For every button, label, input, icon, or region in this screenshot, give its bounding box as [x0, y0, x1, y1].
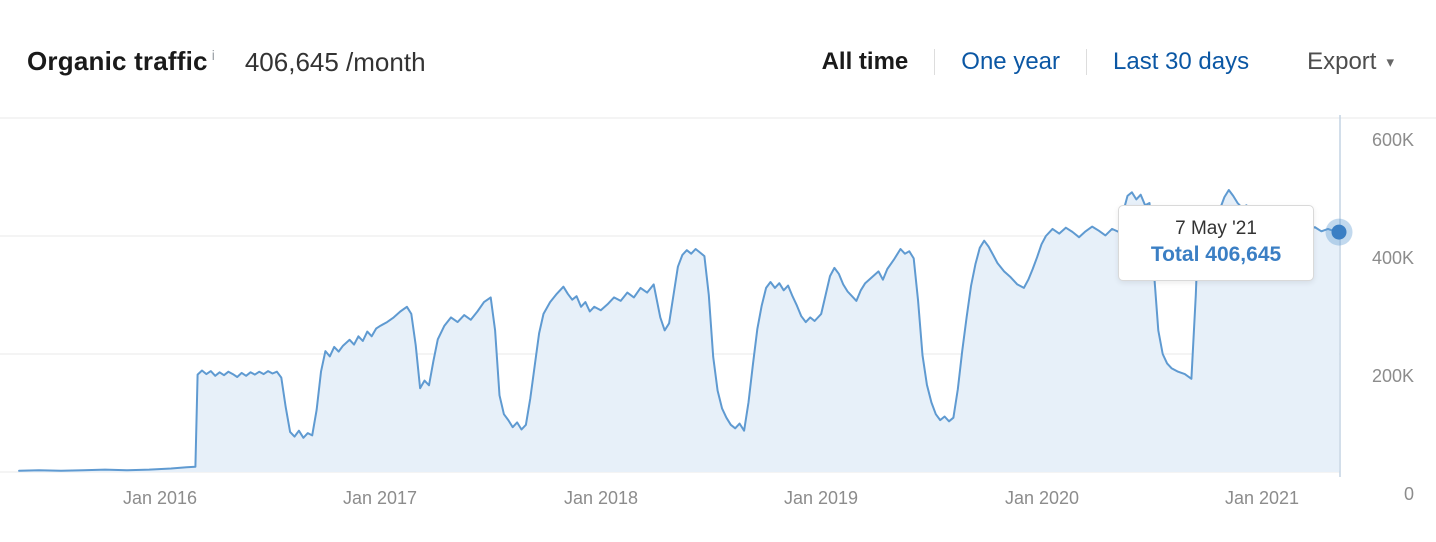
y-axis-label: 0 — [1403, 484, 1414, 504]
traffic-area-fill — [19, 190, 1340, 472]
traffic-line — [18, 189, 1340, 472]
header-title-group: Organic traffic i 406,645 /month — [27, 46, 426, 78]
x-axis-label: Jan 2016 — [122, 488, 198, 508]
info-icon[interactable]: i — [211, 47, 215, 63]
y-axis-label: 400K — [1371, 248, 1414, 268]
marker-dot[interactable] — [1331, 224, 1347, 240]
tooltip-total-label: Total — [1150, 243, 1200, 266]
tooltip-total: Total 406,645 — [1129, 241, 1303, 268]
page-title: Organic traffic — [27, 46, 208, 76]
tooltip-total-value: 406,645 — [1205, 243, 1282, 266]
x-axis-label: Jan 2017 — [342, 488, 418, 508]
export-caret-icon: ▾ — [1386, 53, 1394, 71]
tooltip-date: 7 May '21 — [1175, 218, 1257, 239]
chart-tooltip: 7 May '21 Total 406,645 — [1118, 205, 1314, 281]
traffic-per-month-value: 406,645 /month — [244, 47, 426, 77]
x-axis-label: Jan 2020 — [1004, 488, 1080, 508]
y-axis-label: 200K — [1371, 366, 1414, 386]
tab-divider — [1086, 49, 1087, 75]
tab-all-time[interactable]: All time — [821, 48, 909, 75]
tab-divider — [934, 49, 936, 75]
range-controls: All time One year Last 30 days Export ▾ — [822, 48, 1394, 76]
chart-header: Organic traffic i 406,645 /month All tim… — [27, 36, 1394, 88]
tab-last-30-days[interactable]: Last 30 days — [1113, 48, 1250, 75]
export-button[interactable]: Export ▾ — [1307, 48, 1394, 76]
x-axis-label: Jan 2021 — [1224, 488, 1300, 508]
export-label: Export — [1307, 48, 1377, 75]
y-axis-label: 600K — [1371, 130, 1414, 150]
tab-one-year[interactable]: One year — [961, 48, 1060, 75]
x-axis-label: Jan 2019 — [783, 488, 859, 508]
x-axis-label: Jan 2018 — [563, 488, 639, 508]
